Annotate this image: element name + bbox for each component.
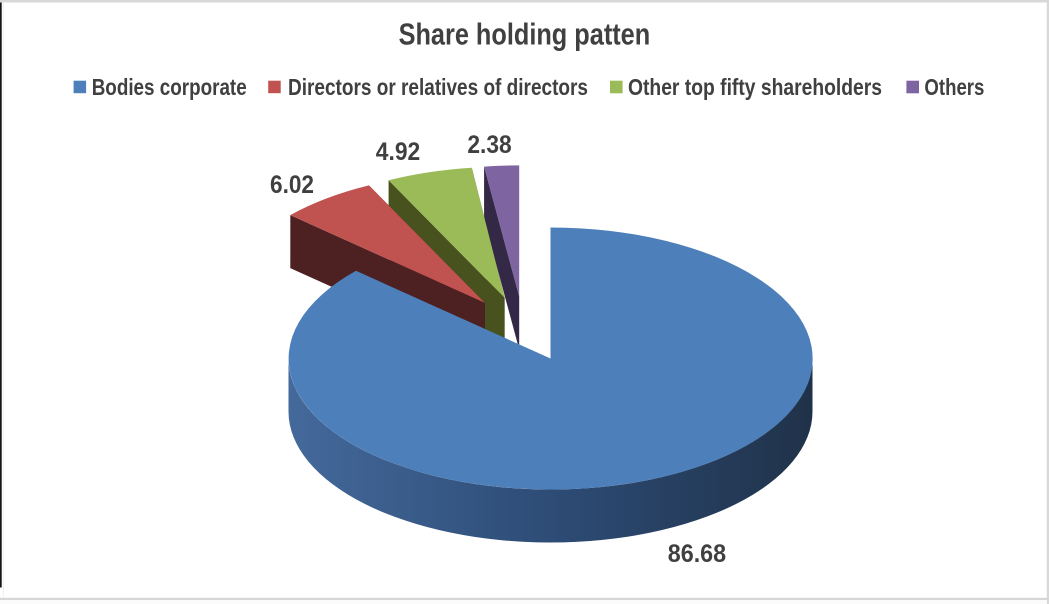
svg-text:Directors or relatives of dire: Directors or relatives of directors xyxy=(288,74,588,100)
svg-text:2.38: 2.38 xyxy=(467,131,511,159)
svg-text:Bodies corporate: Bodies corporate xyxy=(92,74,247,100)
svg-text:Other top fifty shareholders: Other top fifty shareholders xyxy=(628,74,882,100)
svg-text:4.92: 4.92 xyxy=(376,138,420,166)
svg-text:Share holding patten: Share holding patten xyxy=(399,16,651,51)
svg-text:Others: Others xyxy=(924,74,984,100)
svg-text:86.68: 86.68 xyxy=(668,540,726,568)
svg-text:6.02: 6.02 xyxy=(270,171,314,199)
